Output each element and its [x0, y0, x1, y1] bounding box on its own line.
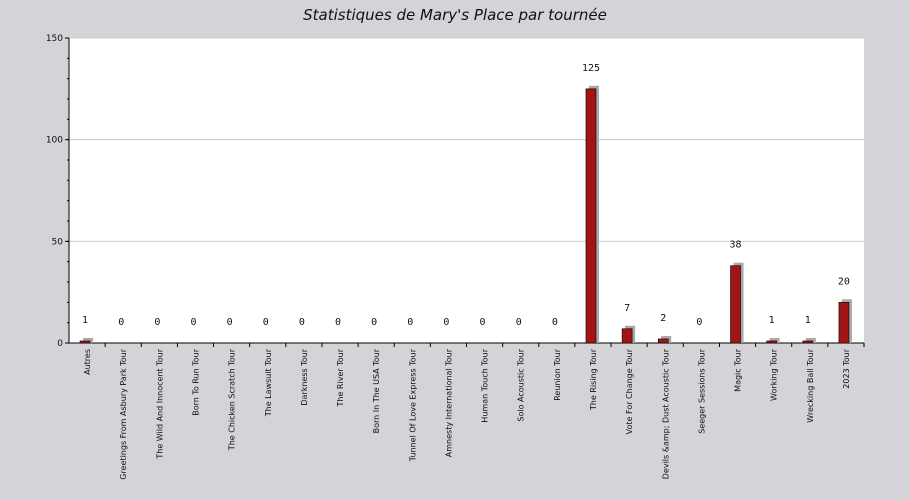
data-label: 1	[769, 315, 775, 326]
bar-shadow	[769, 337, 780, 343]
bar	[657, 338, 669, 344]
data-label: 38	[729, 240, 741, 251]
data-label: 0	[696, 317, 702, 328]
x-tick-label: Vote For Change Tour	[625, 348, 634, 434]
data-label: 0	[190, 317, 196, 328]
x-tick-label: The Lawsuit Tour	[264, 348, 273, 417]
data-label: 0	[407, 317, 413, 328]
bar	[621, 328, 633, 344]
x-tick-label: Wrecking Ball Tour	[806, 348, 815, 422]
y-tick-label: 50	[52, 237, 64, 247]
x-tick-label: Magic Tour	[734, 348, 743, 392]
bar	[802, 340, 814, 344]
y-tick-label: 0	[57, 339, 63, 349]
data-label: 2	[660, 313, 666, 324]
y-tick-label: 150	[46, 34, 63, 44]
data-label: 125	[582, 63, 600, 74]
plot-area	[69, 38, 864, 343]
bar	[766, 340, 777, 344]
x-tick-label: Solo Acoustic Tour	[517, 348, 526, 421]
x-tick-label: Human Touch Tour	[481, 348, 490, 422]
x-tick-label: Working Tour	[770, 348, 779, 401]
y-tick-label: 100	[46, 136, 63, 146]
bar	[585, 88, 597, 344]
bar-shadow	[805, 337, 816, 343]
x-tick-label: Born In The USA Tour	[372, 348, 381, 433]
x-tick-label: The Rising Tour	[589, 348, 598, 411]
data-label: 0	[371, 317, 377, 328]
x-tick-label: The Wild And Innocent Tour	[155, 348, 164, 459]
data-label: 0	[335, 317, 341, 328]
bar-shadow	[83, 337, 94, 343]
x-tick-label: Autres	[83, 349, 92, 375]
data-label: 0	[443, 317, 449, 328]
data-label: 0	[552, 317, 558, 328]
x-tick-label: Darkness Tour	[300, 348, 309, 405]
x-tick-label: Reunion Tour	[553, 348, 562, 400]
data-label: 0	[299, 317, 305, 328]
x-tick-label: Amnesty International Tour	[444, 348, 453, 457]
data-label: 1	[805, 315, 811, 326]
data-label: 1	[82, 315, 88, 326]
data-label: 0	[480, 317, 486, 328]
data-label: 0	[263, 317, 269, 328]
chart-title: Statistiques de Mary's Place par tournée	[303, 6, 607, 24]
x-tick-label: Greetings From Asbury Park Tour	[119, 348, 128, 479]
data-label: 0	[118, 317, 124, 328]
x-tick-label: Born To Run Tour	[191, 348, 200, 415]
bar	[730, 265, 741, 344]
data-label: 0	[516, 317, 522, 328]
bar	[79, 340, 91, 344]
x-tick-label: Tunnel Of Love Express Tour	[408, 348, 417, 462]
data-label: 20	[838, 276, 850, 287]
x-tick-label: 2023 Tour	[842, 348, 851, 388]
data-label: 7	[624, 303, 630, 314]
bar	[838, 302, 850, 344]
data-label: 0	[227, 317, 233, 328]
x-tick-label: The Chicken Scratch Tour	[228, 348, 237, 451]
x-tick-label: Seeger Sessions Tour	[697, 348, 706, 433]
x-tick-label: The River Tour	[336, 348, 345, 407]
x-tick-label: Devils &amp; Dust Acoustic Tour	[661, 348, 670, 479]
data-label: 0	[154, 317, 160, 328]
